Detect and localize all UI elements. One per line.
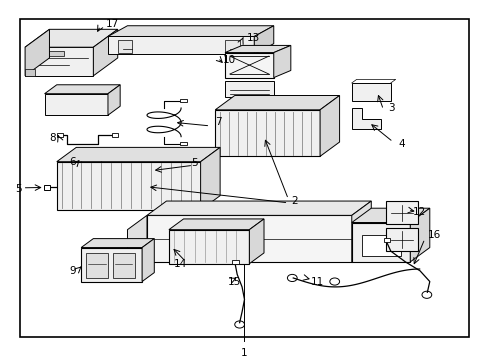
Polygon shape <box>224 53 273 78</box>
Polygon shape <box>224 81 273 97</box>
Polygon shape <box>320 95 339 156</box>
Bar <box>86 253 108 278</box>
Circle shape <box>234 321 244 328</box>
Polygon shape <box>249 219 264 264</box>
Polygon shape <box>93 29 118 76</box>
Polygon shape <box>25 47 93 76</box>
Polygon shape <box>57 162 200 210</box>
Bar <box>43 185 50 190</box>
Bar <box>57 133 62 137</box>
Polygon shape <box>224 45 290 53</box>
Text: 13: 13 <box>246 33 260 43</box>
Polygon shape <box>168 219 264 230</box>
Circle shape <box>329 278 339 285</box>
Bar <box>224 40 239 53</box>
Polygon shape <box>351 201 370 262</box>
Polygon shape <box>409 208 429 262</box>
Polygon shape <box>273 45 290 78</box>
Text: 1: 1 <box>241 348 247 358</box>
Polygon shape <box>147 215 351 262</box>
Polygon shape <box>108 85 120 115</box>
Text: 17: 17 <box>105 19 119 29</box>
Bar <box>231 260 238 264</box>
Polygon shape <box>108 26 273 36</box>
Text: 7: 7 <box>215 117 222 127</box>
Bar <box>383 238 389 242</box>
Polygon shape <box>25 29 118 47</box>
Polygon shape <box>81 248 142 282</box>
Circle shape <box>363 87 375 96</box>
Polygon shape <box>351 83 390 101</box>
Polygon shape <box>44 85 120 94</box>
Bar <box>385 201 417 224</box>
Circle shape <box>421 291 431 298</box>
Text: 9: 9 <box>69 266 76 276</box>
Bar <box>180 141 187 145</box>
Text: 6: 6 <box>69 157 76 167</box>
Circle shape <box>98 163 105 168</box>
Bar <box>361 235 400 256</box>
Text: 4: 4 <box>397 139 404 149</box>
Circle shape <box>79 163 85 168</box>
Bar <box>114 185 121 190</box>
Polygon shape <box>200 147 220 210</box>
Polygon shape <box>215 95 339 110</box>
Bar <box>20 19 468 337</box>
Bar <box>119 168 126 173</box>
Bar <box>180 99 187 102</box>
Circle shape <box>60 102 68 107</box>
Text: 11: 11 <box>310 276 323 287</box>
Text: 15: 15 <box>227 276 240 287</box>
Text: 8: 8 <box>49 134 56 143</box>
Text: 12: 12 <box>412 207 425 217</box>
Bar <box>185 168 192 173</box>
Circle shape <box>389 204 413 222</box>
Polygon shape <box>108 36 254 54</box>
Polygon shape <box>147 201 370 215</box>
Polygon shape <box>215 110 320 156</box>
Text: 16: 16 <box>427 230 440 240</box>
Polygon shape <box>57 147 220 162</box>
Polygon shape <box>25 29 49 76</box>
Polygon shape <box>81 239 154 248</box>
Text: 2: 2 <box>290 196 297 206</box>
Bar <box>35 51 64 56</box>
Bar <box>112 133 118 137</box>
Text: 14: 14 <box>173 258 187 269</box>
Polygon shape <box>127 215 147 276</box>
Bar <box>385 228 417 251</box>
Polygon shape <box>44 94 108 115</box>
Polygon shape <box>351 208 429 222</box>
Text: 3: 3 <box>387 103 394 113</box>
Bar <box>118 40 132 53</box>
Polygon shape <box>168 230 249 264</box>
Bar <box>113 253 135 278</box>
Polygon shape <box>25 69 35 76</box>
Circle shape <box>287 274 297 282</box>
Text: 5: 5 <box>15 184 22 194</box>
Bar <box>77 156 83 160</box>
Circle shape <box>389 230 413 248</box>
Polygon shape <box>351 108 380 130</box>
Polygon shape <box>142 239 154 282</box>
Polygon shape <box>351 222 409 262</box>
Text: 10: 10 <box>222 55 235 65</box>
Polygon shape <box>254 26 273 54</box>
Text: 5: 5 <box>190 158 197 168</box>
